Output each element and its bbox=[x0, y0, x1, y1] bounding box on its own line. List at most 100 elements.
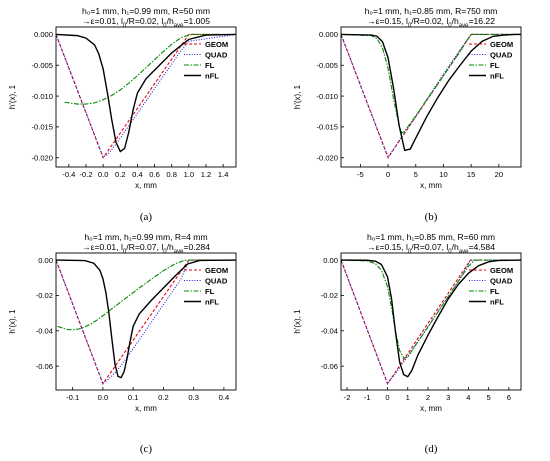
panel-subtitle: →ε=0.01, l0/R=0.07, l0/have=0.284 bbox=[82, 242, 210, 255]
panel-title: h₀=1 mm, h₁=0.99 mm, R=4 mm bbox=[84, 232, 207, 242]
y-tick-label: -0.02 bbox=[36, 291, 53, 300]
x-axis-label: x, mm bbox=[135, 181, 157, 190]
legend-label-fl: FL bbox=[205, 287, 215, 296]
subtitle-arrow: → bbox=[367, 16, 376, 26]
x-axis-label: x, mm bbox=[420, 404, 442, 413]
subtitle-text: /h bbox=[167, 16, 174, 26]
subtitle-text: /R=0.07, l bbox=[411, 242, 448, 252]
plot-frame bbox=[340, 26, 522, 168]
panel-b: h₀=1 mm, h₁=0.85 mm, R=750 mm→ε=0.15, l0… bbox=[293, 6, 522, 223]
y-tick-label: -0.015 bbox=[316, 123, 338, 132]
panel-caption: (b) bbox=[425, 211, 438, 223]
x-tick-label: 6 bbox=[507, 393, 511, 402]
subtitle-text: ε=0.15, l bbox=[376, 16, 408, 26]
x-tick-label: 10 bbox=[439, 170, 447, 179]
x-tick-label: -0.4 bbox=[62, 170, 75, 179]
x-tick-label: 0.1 bbox=[128, 393, 139, 402]
subtitle-arrow: → bbox=[367, 242, 376, 252]
plot-frame bbox=[55, 252, 237, 391]
x-tick-label: 0.2 bbox=[115, 170, 126, 179]
legend-label-quad: QUAD bbox=[490, 276, 513, 285]
subtitle-text: /R=0.02, l bbox=[411, 16, 448, 26]
legend-label-geom: GEOM bbox=[490, 40, 513, 49]
y-tick-label: -0.005 bbox=[316, 61, 338, 70]
subtitle-subscript: 0 bbox=[163, 23, 167, 29]
legend-label-nfl: nFL bbox=[490, 71, 504, 80]
legend-label-nfl: nFL bbox=[490, 297, 504, 306]
x-tick-label: 3 bbox=[446, 393, 450, 402]
y-tick-label: 0.00 bbox=[38, 256, 53, 265]
series-line-nfl bbox=[341, 259, 521, 378]
subtitle-subscript: ave bbox=[174, 249, 184, 255]
series-line-quad bbox=[341, 33, 521, 159]
subtitle-subscript: 0 bbox=[408, 23, 412, 29]
legend-label-geom: GEOM bbox=[205, 40, 228, 49]
y-axis-label: h'(x), 1 bbox=[8, 309, 17, 334]
series-group bbox=[56, 33, 236, 159]
subtitle-text: ε=0.15, l bbox=[376, 242, 408, 252]
y-tick-label: -0.04 bbox=[36, 326, 53, 335]
x-tick-label: 15 bbox=[467, 170, 475, 179]
x-tick-label: 0.2 bbox=[158, 393, 169, 402]
legend-label-quad: QUAD bbox=[205, 50, 228, 59]
panel-title: h₀=1 mm, h₁=0.99 mm, R=50 mm bbox=[82, 6, 210, 16]
panel-title: h₀=1 mm, h₁=0.85 mm, R=60 mm bbox=[367, 232, 495, 242]
legend-label-geom: GEOM bbox=[490, 266, 513, 275]
legend-label-quad: QUAD bbox=[205, 276, 228, 285]
x-tick-label: 5 bbox=[414, 170, 418, 179]
legend-label-quad: QUAD bbox=[490, 50, 513, 59]
x-tick-label: 0.3 bbox=[188, 393, 199, 402]
subtitle-text: =16.22 bbox=[468, 16, 495, 26]
plot-frame bbox=[55, 26, 237, 168]
subtitle-text: /R=0.07, l bbox=[126, 242, 163, 252]
subtitle-text: ε=0.01, l bbox=[91, 242, 123, 252]
x-tick-label: -5 bbox=[357, 170, 364, 179]
series-line-quad bbox=[56, 33, 236, 158]
subtitle-subscript: 0 bbox=[163, 249, 167, 255]
x-tick-label: -2 bbox=[344, 393, 351, 402]
y-tick-label: -0.010 bbox=[316, 92, 338, 101]
series-line-nfl bbox=[56, 33, 236, 153]
x-tick-label: 0.6 bbox=[149, 170, 160, 179]
series-line-nfl bbox=[341, 33, 521, 152]
panel-caption: (a) bbox=[140, 211, 153, 223]
x-tick-label: 2 bbox=[426, 393, 430, 402]
subtitle-subscript: 0 bbox=[123, 249, 127, 255]
panel-title: h₀=1 mm, h₁=0.85 mm, R=750 mm bbox=[365, 6, 498, 16]
legend-label-geom: GEOM bbox=[205, 266, 228, 275]
x-tick-label: 4 bbox=[466, 393, 470, 402]
y-axis-label: h'(x), 1 bbox=[293, 309, 302, 334]
subtitle-text: =0.284 bbox=[183, 242, 210, 252]
legend-label-fl: FL bbox=[205, 61, 215, 70]
series-group bbox=[56, 259, 236, 385]
y-tick-label: -0.010 bbox=[31, 92, 53, 101]
subtitle-subscript: 0 bbox=[408, 249, 412, 255]
x-tick-label: 20 bbox=[495, 170, 503, 179]
series-line-fl bbox=[341, 33, 521, 134]
y-tick-label: -0.02 bbox=[321, 291, 338, 300]
panel-subtitle: →ε=0.01, l0/R=0.02, l0/have=1.005 bbox=[82, 16, 210, 29]
x-tick-label: -0.2 bbox=[79, 170, 92, 179]
x-tick-label: 0.8 bbox=[166, 170, 177, 179]
y-tick-label: -0.005 bbox=[31, 61, 53, 70]
subtitle-subscript: 0 bbox=[448, 23, 452, 29]
y-tick-label: -0.020 bbox=[316, 153, 338, 162]
legend-label-fl: FL bbox=[490, 61, 500, 70]
y-tick-label: -0.015 bbox=[31, 123, 53, 132]
subtitle-subscript: ave bbox=[459, 23, 469, 29]
y-axis-label: h'(x), 1 bbox=[293, 84, 302, 109]
panel-a: h₀=1 mm, h₁=0.99 mm, R=50 mm→ε=0.01, l0/… bbox=[8, 6, 237, 223]
subtitle-text: ε=0.01, l bbox=[91, 16, 123, 26]
x-tick-label: 0.4 bbox=[132, 170, 143, 179]
x-axis-label: x, mm bbox=[135, 404, 157, 413]
x-tick-label: 1.4 bbox=[218, 170, 229, 179]
x-tick-label: 0 bbox=[386, 170, 390, 179]
series-group bbox=[341, 33, 521, 159]
legend-label-nfl: nFL bbox=[205, 71, 219, 80]
x-tick-label: 1 bbox=[406, 393, 410, 402]
subtitle-text: =1.005 bbox=[183, 16, 210, 26]
y-tick-label: -0.06 bbox=[321, 362, 338, 371]
x-tick-label: 5 bbox=[487, 393, 491, 402]
x-tick-label: -1 bbox=[364, 393, 371, 402]
y-tick-label: -0.04 bbox=[321, 326, 338, 335]
